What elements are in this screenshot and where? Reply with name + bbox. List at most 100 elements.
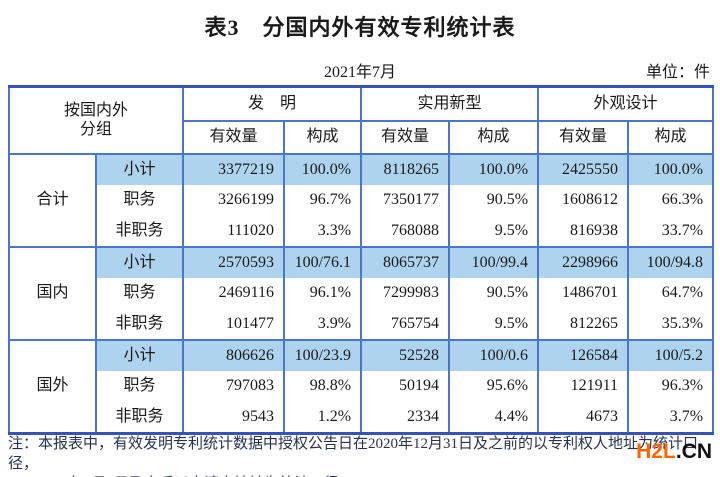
table-cell: 100.0% (283, 154, 363, 185)
table-cell: 1486701 (537, 278, 630, 309)
col-header-invention-composition: 构成 (283, 121, 363, 155)
header-row-subcolumns: 有效量 构成 有效量 构成 有效量 构成 (9, 121, 715, 155)
table-row-domestic-nonservice: 非职务 101477 3.9% 765754 9.5% 812265 35.3% (9, 309, 715, 340)
table-cell: 2425550 (537, 154, 630, 185)
table-cell: 2570593 (182, 246, 286, 278)
table-cell: 797083 (182, 371, 286, 402)
row-label: 小计 (94, 154, 185, 185)
table-cell: 8118265 (360, 154, 451, 185)
meta-row: 2021年7月 单位：件 (8, 58, 712, 81)
table-cell: 7350177 (360, 185, 451, 216)
table-row-domestic-service: 职务 2469116 96.1% 7299983 90.5% 1486701 6… (9, 278, 715, 309)
table-cell: 126584 (537, 339, 630, 371)
unit-label: 单位：件 (645, 64, 710, 81)
table-cell: 100/23.9 (283, 339, 363, 371)
table-cell: 1.2% (283, 402, 363, 433)
group-label-domestic: 国内 (8, 246, 97, 340)
corner-header-line2: 分组 (80, 120, 113, 138)
table-cell: 3.3% (283, 216, 363, 247)
footnote-line1: 注：本报表中，有效发明专利统计数据中授权公告日在2020年12月31日及之前的以… (8, 434, 712, 474)
table-row-total-subtotal: 合计 小计 3377219 100.0% 8118265 100.0% 2425… (8, 154, 715, 247)
table-cell: 121911 (537, 371, 630, 402)
table-row-foreign-nonservice: 非职务 9543 1.2% 2334 4.4% 4673 3.7% (9, 402, 715, 433)
table-cell: 8065737 (360, 246, 451, 278)
table-cell: 100/76.1 (283, 246, 363, 278)
col-group-utility-model: 实用新型 (360, 86, 540, 122)
table-cell: 2469116 (182, 278, 286, 309)
table-row-foreign-subtotal: 国外 小计 806626 100/23.9 52528 100/0.6 1265… (8, 339, 715, 433)
report-period: 2021年7月 (323, 64, 396, 81)
table-cell: 100/94.8 (627, 246, 715, 278)
table-row-total-nonservice: 非职务 111020 3.3% 768088 9.5% 816938 33.7% (9, 216, 715, 247)
table-cell: 96.7% (283, 185, 363, 216)
row-label: 职务 (94, 371, 185, 402)
col-header-utility-composition: 构成 (448, 121, 540, 155)
col-group-invention: 发 明 (182, 86, 363, 122)
table-cell: 96.1% (283, 278, 363, 309)
group-label-total: 合计 (8, 154, 97, 247)
table-cell: 1608612 (537, 185, 630, 216)
table-cell: 812265 (537, 309, 630, 340)
table-cell: 9.5% (448, 309, 540, 340)
col-header-utility-valid: 有效量 (360, 121, 451, 155)
row-label: 小计 (94, 339, 185, 371)
table-cell: 4673 (537, 402, 630, 433)
table-cell: 806626 (182, 339, 286, 371)
table-cell: 90.5% (448, 185, 540, 216)
table-cell: 111020 (182, 216, 286, 247)
row-label: 小计 (94, 246, 185, 278)
corner-header: 按国内外 分组 (7, 86, 185, 155)
watermark-secondary: .CN (675, 440, 712, 463)
table-cell: 3266199 (182, 185, 286, 216)
table-cell: 35.3% (627, 309, 715, 340)
table-cell: 2298966 (537, 246, 630, 278)
table-cell: 52528 (360, 339, 451, 371)
table-cell: 100.0% (448, 154, 540, 185)
table-row-foreign-service: 职务 797083 98.8% 50194 95.6% 121911 96.3% (9, 371, 715, 402)
table-cell: 768088 (360, 216, 451, 247)
table-cell: 3377219 (182, 154, 286, 185)
table-cell: 2334 (360, 402, 451, 433)
table-cell: 100/5.2 (627, 339, 715, 371)
table-cell: 98.8% (283, 371, 363, 402)
site-watermark: H2L.CN (636, 441, 712, 463)
table-cell: 4.4% (448, 402, 540, 433)
col-header-invention-valid: 有效量 (182, 121, 286, 155)
row-label: 非职务 (94, 309, 185, 340)
table-cell: 64.7% (627, 278, 715, 309)
table-cell: 96.3% (627, 371, 715, 402)
table-cell: 765754 (360, 309, 451, 340)
table-cell: 100.0% (627, 154, 715, 185)
table-cell: 100/0.6 (448, 339, 540, 371)
row-label: 职务 (94, 185, 185, 216)
row-label: 非职务 (94, 402, 185, 433)
col-header-design-composition: 构成 (627, 121, 715, 155)
table-cell: 50194 (360, 371, 451, 402)
table-row-domestic-subtotal: 国内 小计 2570593 100/76.1 8065737 100/99.4 … (8, 246, 715, 340)
table-cell: 100/99.4 (448, 246, 540, 278)
col-header-design-valid: 有效量 (537, 121, 630, 155)
header-row-groups: 按国内外 分组 发 明 实用新型 外观设计 (7, 86, 715, 155)
table-cell: 101477 (182, 309, 286, 340)
footnote-text1: 本报表中，有效发明专利统计数据中授权公告日在2020年12月31日及之前的以专利… (8, 436, 699, 472)
table-row-total-service: 职务 3266199 96.7% 7350177 90.5% 1608612 6… (9, 185, 715, 216)
table-cell: 9543 (182, 402, 286, 433)
table-cell: 9.5% (448, 216, 540, 247)
page-title: 表3 分国内外有效专利统计表 (204, 15, 516, 40)
footnote-label: 注： (8, 436, 39, 452)
table-cell: 66.3% (627, 185, 715, 216)
row-label: 非职务 (94, 216, 185, 247)
patent-statistics-table: 按国内外 分组 发 明 实用新型 外观设计 有效量 构成 有效量 构成 有效量 … (7, 85, 715, 435)
table-cell: 7299983 (360, 278, 451, 309)
row-label: 职务 (94, 278, 185, 309)
col-group-design: 外观设计 (537, 86, 715, 122)
table-cell: 95.6% (448, 371, 540, 402)
table-cell: 33.7% (627, 216, 715, 247)
table-cell: 816938 (537, 216, 630, 247)
table-cell: 3.9% (283, 309, 363, 340)
watermark-primary: H2L (636, 440, 676, 463)
corner-header-line1: 按国内外 (64, 102, 129, 120)
group-label-foreign: 国外 (8, 339, 97, 433)
table-cell: 3.7% (627, 402, 715, 433)
